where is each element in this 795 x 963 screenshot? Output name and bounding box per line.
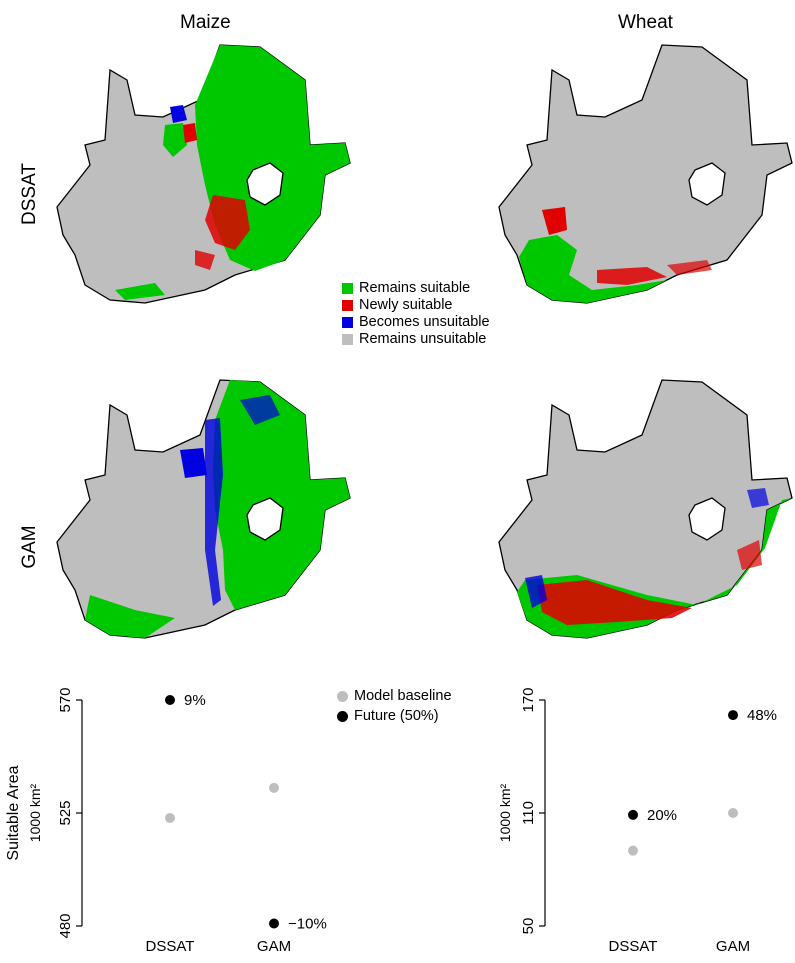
legend-item-newly-suitable: Newly suitable [342, 297, 490, 314]
map-maize-gam [56, 379, 351, 639]
legend-label: Remains suitable [359, 280, 471, 296]
legend-dot [337, 690, 348, 702]
y-tick-label: 525 [57, 800, 74, 825]
map-wheat-dssat [498, 44, 793, 304]
y-axis-units: 1000 km² [27, 783, 43, 842]
data-point [728, 710, 738, 721]
chart-maize: 480 525 570 Suitable Area 1000 km² DSSAT GAM 9%… [5, 687, 327, 955]
data-annotation: 48% [747, 707, 777, 724]
y-tick-label: 50 [520, 918, 537, 935]
col-title-maize: Maize [180, 12, 231, 33]
map-maize-dssat [56, 44, 351, 304]
y-tick-label: 170 [520, 687, 537, 712]
data-annotation: 20% [647, 807, 677, 824]
data-point [628, 845, 638, 856]
y-tick-label: 480 [57, 913, 74, 938]
y-axis-title: Suitable Area [5, 765, 22, 860]
data-point [269, 918, 279, 929]
legend-label: Model baseline [354, 688, 452, 704]
legend-dot [337, 710, 348, 722]
legend-swatch [342, 300, 353, 311]
data-annotation: 9% [184, 692, 206, 709]
legend-label: Newly suitable [359, 297, 453, 313]
legend-item-model-baseline: Model baseline [337, 686, 452, 706]
data-point [628, 809, 638, 820]
legend-swatch [342, 334, 353, 345]
legend-label: Becomes unsuitable [359, 314, 490, 330]
x-category-label: GAM [257, 938, 291, 955]
y-tick-label: 110 [520, 801, 537, 825]
points-legend: Model baseline Future (50%) [337, 686, 452, 726]
y-tick-label: 570 [57, 687, 74, 712]
data-point [269, 782, 279, 793]
y-axis-units: 1000 km² [497, 783, 513, 842]
legend-swatch [342, 317, 353, 328]
legend-label: Future (50%) [354, 708, 439, 724]
map-legend: Remains suitable Newly suitable Becomes … [342, 280, 490, 348]
legend-item-future: Future (50%) [337, 706, 452, 726]
x-category-label: GAM [716, 938, 750, 955]
map-wheat-gam [498, 379, 793, 639]
x-category-label: DSSAT [609, 938, 658, 955]
legend-label: Remains unsuitable [359, 331, 487, 347]
data-point [728, 808, 738, 818]
maps-panel [56, 44, 793, 639]
col-title-wheat: Wheat [618, 12, 673, 33]
legend-item-becomes-unsuitable: Becomes unsuitable [342, 314, 490, 331]
data-point [165, 813, 175, 824]
legend-item-remains-unsuitable: Remains unsuitable [342, 331, 490, 348]
x-category-label: DSSAT [146, 938, 195, 955]
legend-item-remains-suitable: Remains suitable [342, 280, 490, 297]
data-point [165, 695, 175, 705]
chart-wheat: 50 110 170 1000 km² DSSAT GAM 20% 48% [497, 687, 777, 955]
data-annotation: −10% [288, 915, 327, 932]
legend-swatch [342, 283, 353, 294]
